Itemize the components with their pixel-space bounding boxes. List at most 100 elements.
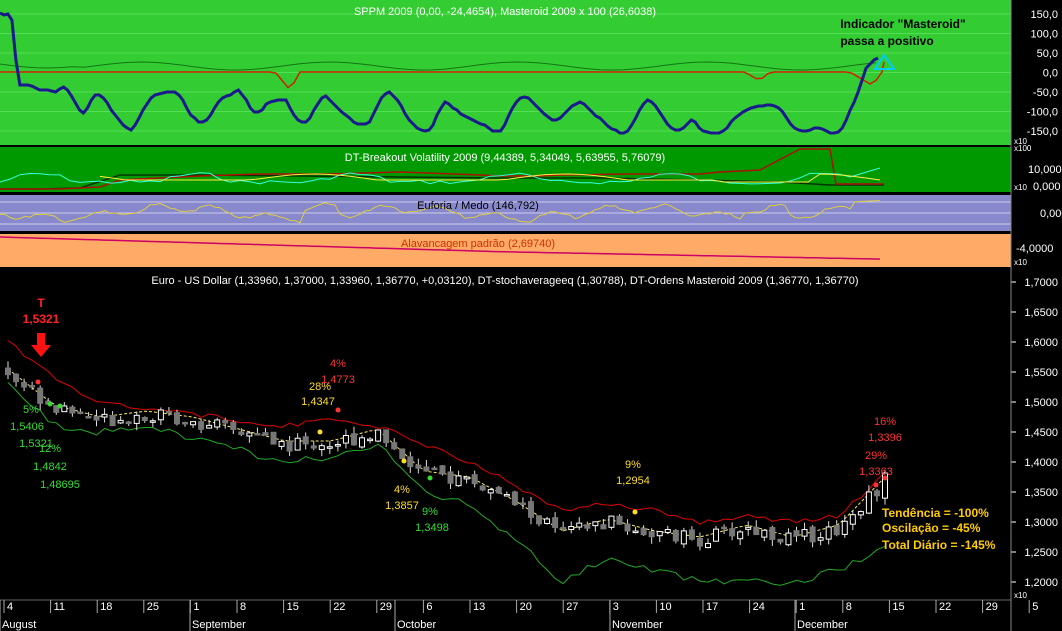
candle-body — [576, 522, 583, 528]
candle-body — [632, 530, 639, 534]
candle-body — [479, 485, 486, 491]
annotation-pct: 29% — [865, 450, 887, 462]
price-panel-bg — [0, 270, 1011, 600]
breakout-title: DT-Breakout Volatility 2009 (9,44389, 5,… — [345, 152, 665, 164]
candle-body — [713, 528, 720, 542]
x-tick-label: 15 — [287, 601, 299, 613]
breakout-series-red — [0, 148, 884, 190]
sppm-panel[interactable]: SPPM 2009 (0,00, -24,4654), Masteroid 20… — [0, 0, 1062, 146]
order-marker — [632, 509, 638, 515]
candle-body — [21, 382, 28, 388]
candle-body — [326, 446, 333, 449]
x-axis-bg — [0, 600, 1062, 631]
alavancagem-axis-bg — [1011, 234, 1062, 267]
candle-body — [431, 467, 438, 471]
alavancagem-tick: -4,0000 — [1016, 243, 1053, 255]
candle-body — [825, 526, 832, 540]
candle-body — [5, 367, 11, 376]
annotation-value: 1,3363 — [859, 466, 893, 478]
candle-body — [865, 491, 872, 514]
candle-body — [182, 421, 189, 425]
candle-body — [882, 472, 888, 499]
annotation-pct: 28% — [309, 381, 331, 393]
candle-body — [302, 436, 309, 445]
sppm-axis-ticks: 150,0 100,0 50,0 0,0 -50,0 -100,0 -150,0 — [1027, 9, 1058, 138]
top-marker-label: T — [37, 296, 45, 310]
masteroid-series — [0, 11, 879, 135]
candle-body — [246, 432, 253, 437]
candle-body — [817, 537, 824, 541]
x-tick-label: 4 — [7, 601, 13, 613]
candle-body — [262, 432, 269, 436]
annotation-value: 1,5321 — [19, 438, 53, 450]
candle-body — [318, 445, 325, 451]
x-month-label: December — [797, 619, 848, 631]
alavancagem-scale-tag: x10 — [1014, 258, 1027, 267]
candle-body — [391, 442, 398, 450]
x-tick-label: 24 — [753, 601, 765, 613]
candle-body — [447, 471, 454, 484]
price-tick-label: 1,6500 — [1024, 307, 1058, 319]
annotation-value: 1,4347 — [301, 396, 335, 408]
candle-body — [584, 524, 591, 529]
candle-body — [190, 421, 197, 426]
candle-body — [61, 405, 68, 413]
candle-body — [455, 475, 462, 487]
candle-body — [165, 410, 172, 414]
x-tick-label: 27 — [566, 601, 578, 613]
candle-body — [230, 421, 237, 430]
euforia-series — [0, 200, 881, 224]
x-tick-label: 13 — [473, 601, 485, 613]
euforia-axis-bg — [1011, 195, 1062, 231]
candle-body — [278, 440, 285, 447]
sppm-title: SPPM 2009 (0,00, -24,4654), Masteroid 20… — [354, 6, 656, 18]
x-tick-label: 17 — [706, 601, 718, 613]
summary-tendencia: Tendência = -100% — [882, 506, 989, 520]
candle-body — [463, 476, 470, 480]
alavancagem-panel[interactable]: Alavancagem padrão (2,69740) -4,0000 x10 — [0, 234, 1062, 267]
down-arrow-icon — [31, 333, 51, 357]
candle-body — [793, 530, 800, 537]
candle-body — [29, 385, 36, 388]
candle-body — [688, 529, 695, 540]
candle-body — [648, 531, 655, 538]
candle-body — [503, 493, 510, 497]
order-marker — [401, 458, 407, 464]
order-marker — [873, 482, 879, 488]
candle-body — [552, 517, 559, 528]
candle-body — [519, 502, 526, 506]
candle-body — [696, 537, 703, 547]
candle-body — [77, 411, 84, 415]
x-tick-label: 5 — [1032, 601, 1038, 613]
candle-body — [125, 421, 132, 425]
x-tick-label: 10 — [659, 601, 671, 613]
annotation-value: 1,48695 — [40, 479, 80, 491]
sppm-series-green — [0, 61, 877, 71]
annotation-value: 1,4773 — [321, 374, 355, 386]
candle-body — [375, 429, 382, 442]
breakout-tick-high: 10,000 — [1028, 164, 1062, 176]
candle-body — [53, 405, 60, 413]
price-panel[interactable]: Euro - US Dollar (1,33960, 1,37000, 1,33… — [0, 270, 1058, 600]
candle-body — [254, 433, 261, 436]
candle-body — [753, 526, 760, 536]
candle-body — [117, 419, 124, 424]
euforia-panel[interactable]: Euforia / Medo (146,792) 0,000 — [0, 195, 1062, 231]
candle-body — [777, 538, 784, 543]
x-tick-label: 25 — [147, 601, 159, 613]
candle-body — [624, 523, 631, 532]
candle-body — [109, 414, 116, 427]
sppm-tick-label: 0,0 — [1043, 68, 1058, 80]
candle-body — [238, 431, 245, 435]
candle-body — [672, 529, 679, 542]
candle-body — [568, 525, 575, 531]
candle-body — [809, 526, 816, 543]
breakout-panel[interactable]: DT-Breakout Volatility 2009 (9,44389, 5,… — [0, 144, 1062, 193]
annotation-value: 1,4842 — [33, 461, 67, 473]
annotation-pct: 12% — [39, 443, 61, 455]
breakout-scale-tag-top: x100 — [1014, 144, 1032, 153]
candle-body — [350, 433, 357, 446]
price-tick-label: 1,7000 — [1024, 277, 1058, 289]
